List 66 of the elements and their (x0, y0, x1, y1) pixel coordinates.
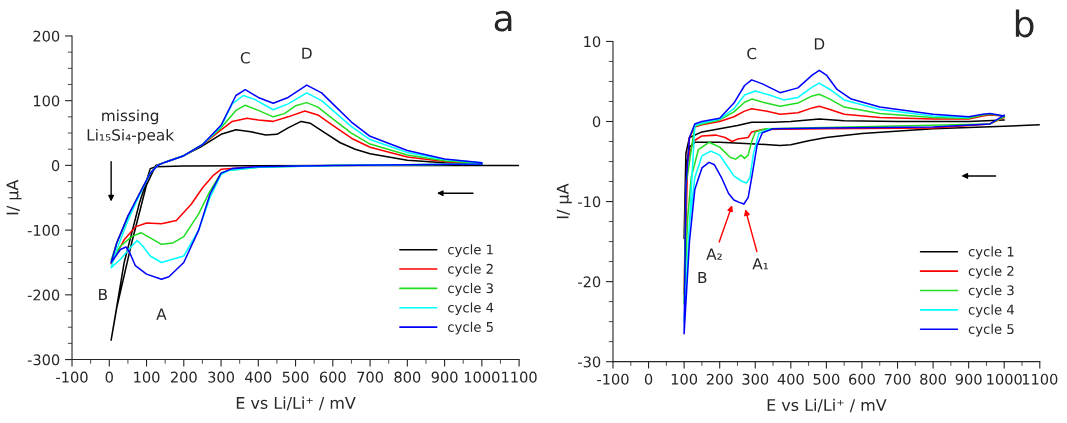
legend-label: cycle 5 (968, 323, 1014, 337)
x-tick-label: 100 (671, 373, 698, 385)
annotation: A₂ (706, 248, 722, 260)
x-tick-label: 300 (208, 371, 234, 383)
legend-label: cycle 1 (968, 246, 1014, 260)
y-axis-title: I/ µA (6, 179, 22, 215)
legend-label: cycle 2 (448, 263, 493, 277)
legend-label: cycle 4 (448, 302, 494, 316)
annotation: B (99, 288, 107, 301)
legend-label: cycle 3 (968, 285, 1014, 298)
text: a (494, 10, 512, 32)
legend-label: cycle 1 (448, 244, 493, 258)
x-tick-label: 700 (357, 371, 384, 383)
line-series (683, 118, 1040, 240)
text: b (1015, 9, 1034, 38)
x-tick-label: 700 (884, 373, 911, 385)
y-tick-label: -20 (578, 276, 601, 288)
x-tick-label: 800 (920, 373, 947, 385)
y-tick-label: -200 (27, 289, 60, 301)
y-axis-title: I/ µA (556, 183, 572, 219)
annotation: C (240, 51, 250, 64)
x-tick-label: 600 (319, 371, 346, 383)
x-axis-title: E vs Li/Li⁺ / mV (767, 398, 887, 413)
x-tick-label: 200 (706, 373, 733, 385)
y-tick-label: 200 (33, 30, 60, 42)
legend-label: cycle 4 (968, 304, 1014, 318)
x-tick-label: 300 (742, 373, 769, 385)
x-tick-label: 500 (282, 371, 309, 383)
x-tick-label: 1100 (1022, 373, 1058, 385)
x-tick-label: 1000 (987, 373, 1022, 385)
legend-label: cycle 3 (448, 282, 493, 296)
x-tick-label: 600 (849, 373, 875, 385)
x-tick-label: 900 (431, 371, 458, 383)
y-tick-label: -300 (27, 354, 60, 366)
annotation: A₁ (752, 258, 768, 270)
x-tick-label: 1100 (502, 371, 537, 383)
y-tick-label: -10 (578, 196, 601, 208)
x-tick-label: -100 (597, 373, 629, 385)
line-series (683, 82, 970, 323)
annotation: missing Li₁₅Si₄-peak (87, 109, 175, 144)
line-series (683, 69, 1005, 335)
x-tick-label: 800 (394, 371, 421, 383)
y-tick-label: -30 (578, 356, 601, 368)
x-tick-label: 0 (105, 371, 113, 383)
x-axis-title: E vs Li/Li⁺ / mV (236, 396, 356, 411)
y-tick-label: 0 (51, 160, 60, 172)
x-tick-label: 100 (134, 371, 160, 383)
y-tick-label: 100 (33, 95, 60, 107)
x-tick-label: 400 (777, 373, 804, 385)
y-tick-label: 10 (584, 36, 601, 48)
x-tick-label: 900 (955, 373, 982, 385)
y-tick-label: 0 (592, 116, 601, 128)
annotation: B (698, 271, 707, 284)
annotation: D (814, 38, 825, 50)
legend-label: cycle 5 (448, 321, 493, 335)
legend-label: cycle 2 (968, 265, 1014, 279)
x-tick-label: -100 (56, 371, 88, 383)
x-tick-label: 0 (644, 373, 653, 385)
annotation: A (156, 308, 167, 320)
x-tick-label: 200 (170, 371, 197, 383)
x-tick-label: 500 (813, 373, 840, 385)
annotation: D (302, 47, 312, 59)
y-tick-label: -100 (27, 224, 60, 236)
annotation: C (747, 47, 757, 60)
x-tick-label: 400 (245, 371, 272, 383)
x-tick-label: 1000 (464, 371, 500, 383)
